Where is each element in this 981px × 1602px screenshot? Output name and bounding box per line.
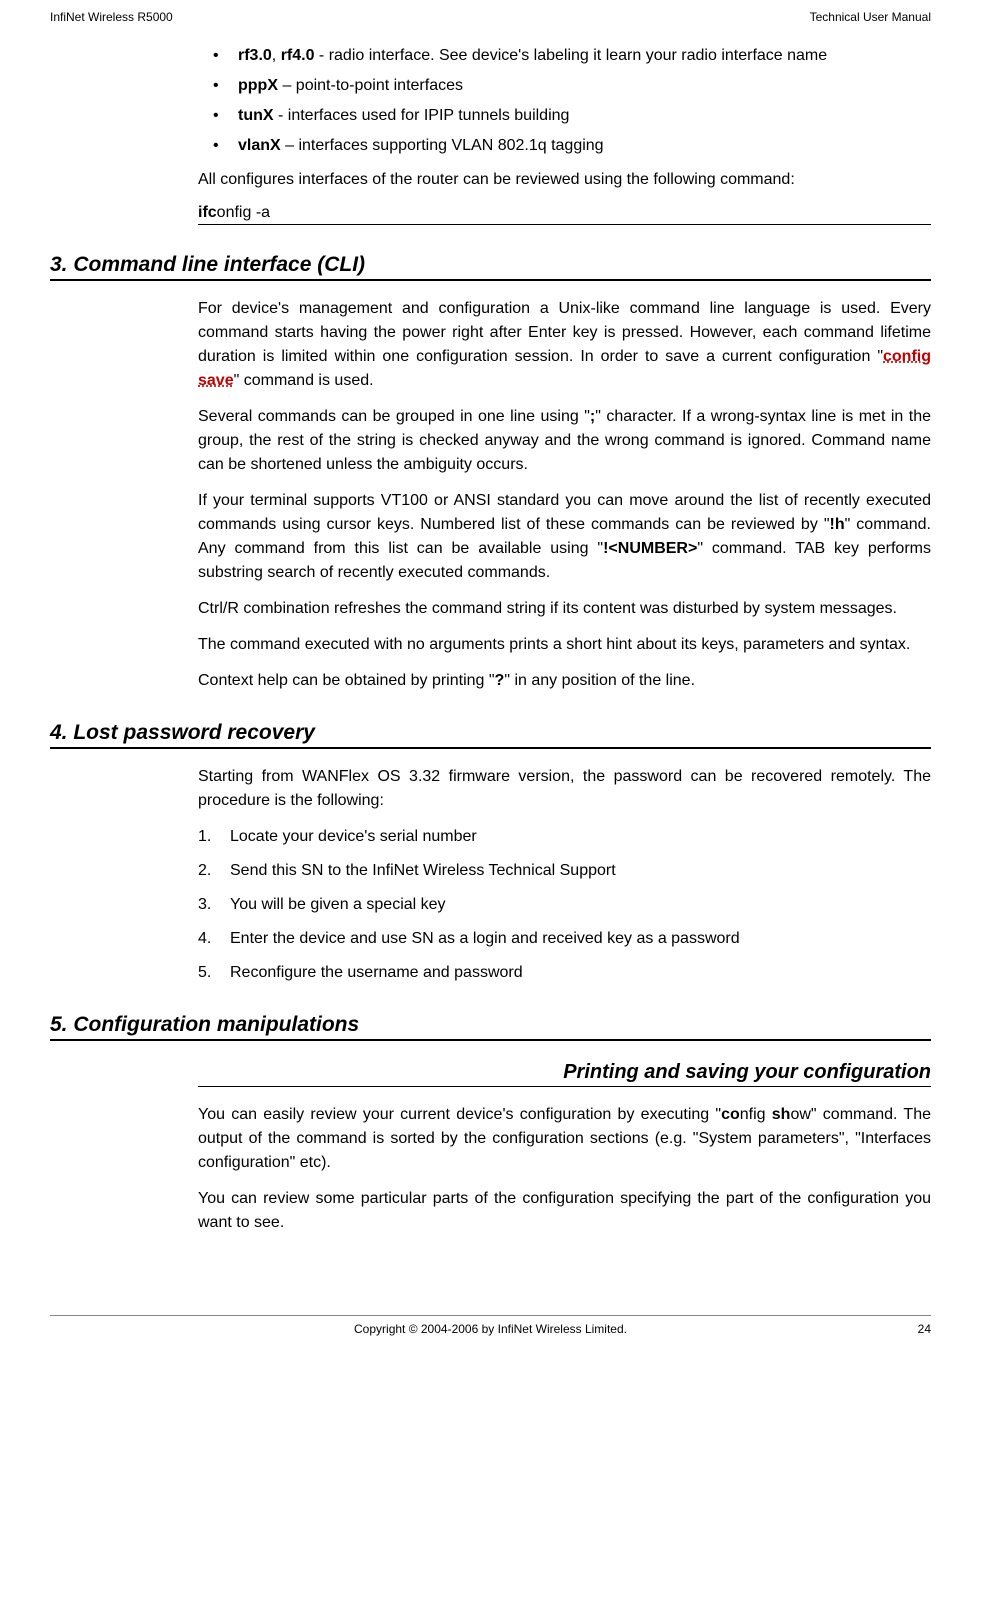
section-5-title: 5. Configuration manipulations <box>50 1013 931 1041</box>
intro-block: rf3.0, rf4.0 - radio interface. See devi… <box>198 44 931 225</box>
header-right: Technical User Manual <box>810 10 931 24</box>
bullet-text: – interfaces supporting VLAN 802.1q tagg… <box>281 137 604 154</box>
intro-paragraph: All configures interfaces of the router … <box>198 168 931 192</box>
bullet-bold: rf3.0 <box>238 47 272 64</box>
command-line: ifconfig -a <box>198 204 931 225</box>
bullet-rf: rf3.0, rf4.0 - radio interface. See devi… <box>198 44 931 68</box>
step-item: Send this SN to the InfiNet Wireless Tec… <box>198 859 931 883</box>
cmd-bold: ifc <box>198 204 217 221</box>
sec3-p6: Context help can be obtained by printing… <box>198 669 931 693</box>
sec4-p1: Starting from WANFlex OS 3.32 firmware v… <box>198 765 931 813</box>
page: InfiNet Wireless R5000 Technical User Ma… <box>0 0 981 1356</box>
step-item: Reconfigure the username and password <box>198 961 931 985</box>
bullet-bold: vlanX <box>238 137 281 154</box>
bullet-text: – point-to-point interfaces <box>278 77 463 94</box>
cmd-rest: onfig -a <box>217 204 270 221</box>
bullet-bold: pppX <box>238 77 278 94</box>
sec3-p1: For device's management and configuratio… <box>198 297 931 393</box>
section-5-body: You can easily review your current devic… <box>198 1103 931 1235</box>
section-4-body: Starting from WANFlex OS 3.32 firmware v… <box>198 765 931 985</box>
step-item: You will be given a special key <box>198 893 931 917</box>
bullet-text: - radio interface. See device's labeling… <box>314 47 827 64</box>
sec5-p1: You can easily review your current devic… <box>198 1103 931 1175</box>
section-5: 5. Configuration manipulations Printing … <box>50 1013 931 1235</box>
step-item: Enter the device and use SN as a login a… <box>198 927 931 951</box>
bullet-bold: tunX <box>238 107 274 124</box>
sec5-sub-wrap: Printing and saving your configuration <box>198 1061 931 1087</box>
sec4-steps: Locate your device's serial number Send … <box>198 825 931 985</box>
footer-center: Copyright © 2004-2006 by InfiNet Wireles… <box>354 1322 627 1336</box>
header-left: InfiNet Wireless R5000 <box>50 10 173 24</box>
bullet-bold2: rf4.0 <box>281 47 315 64</box>
section-3-title: 3. Command line interface (CLI) <box>50 253 931 281</box>
bullet-text: - interfaces used for IPIP tunnels build… <box>274 107 570 124</box>
sec3-p4: Ctrl/R combination refreshes the command… <box>198 597 931 621</box>
sec5-subheading: Printing and saving your configuration <box>198 1061 931 1087</box>
intro-bullets: rf3.0, rf4.0 - radio interface. See devi… <box>198 44 931 158</box>
footer: Copyright © 2004-2006 by InfiNet Wireles… <box>50 1315 931 1336</box>
section-4: 4. Lost password recovery Starting from … <box>50 721 931 985</box>
sec3-p5: The command executed with no arguments p… <box>198 633 931 657</box>
section-4-title: 4. Lost password recovery <box>50 721 931 749</box>
sec3-p2: Several commands can be grouped in one l… <box>198 405 931 477</box>
section-3-body: For device's management and configuratio… <box>198 297 931 693</box>
sec3-p3: If your terminal supports VT100 or ANSI … <box>198 489 931 585</box>
bullet-ppp: pppX – point-to-point interfaces <box>198 74 931 98</box>
step-item: Locate your device's serial number <box>198 825 931 849</box>
bullet-tun: tunX - interfaces used for IPIP tunnels … <box>198 104 931 128</box>
section-3: 3. Command line interface (CLI) For devi… <box>50 253 931 693</box>
bullet-vlan: vlanX – interfaces supporting VLAN 802.1… <box>198 134 931 158</box>
header: InfiNet Wireless R5000 Technical User Ma… <box>50 10 931 24</box>
footer-page-number: 24 <box>918 1322 931 1336</box>
sec5-p2: You can review some particular parts of … <box>198 1187 931 1235</box>
